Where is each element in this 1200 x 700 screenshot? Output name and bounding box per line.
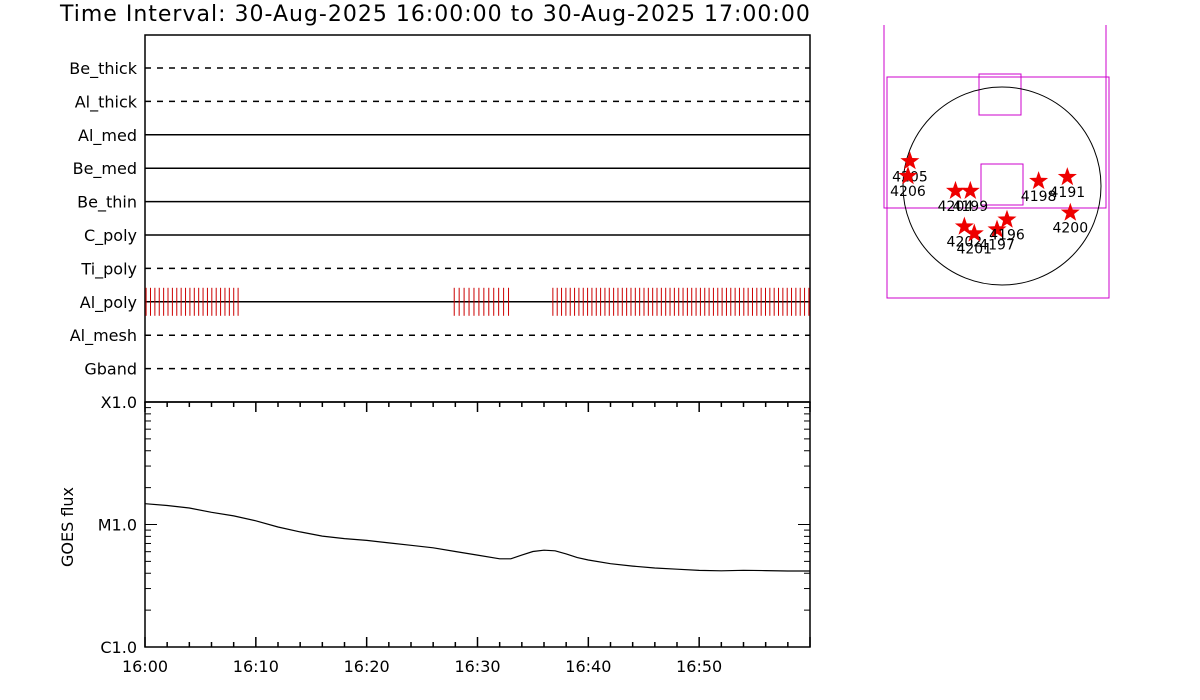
active-region-star-4201 (964, 223, 984, 242)
row-label-al-thick: Al_thick (75, 92, 138, 112)
active-region-label-4204: 4204 (938, 199, 974, 215)
fov-rectangle (886, 76, 1110, 299)
active-region-label-4191: 4191 (1050, 185, 1086, 201)
row-label-be-med: Be_med (73, 159, 137, 179)
row-label-al-mesh: Al_mesh (70, 326, 137, 346)
goes-frame (144, 401, 811, 648)
goes-x-tick-label: 16:20 (344, 657, 390, 676)
active-region-label-4199: 4199 (952, 199, 988, 215)
row-label-ti-poly: Ti_poly (80, 259, 137, 279)
active-region-star-4202 (954, 216, 974, 235)
row-label-c-poly: C_poly (84, 226, 137, 246)
active-region-label-4202: 4202 (947, 235, 983, 251)
active-region-star-4199 (960, 180, 980, 199)
goes-y-tick-label: M1.0 (98, 516, 137, 535)
goes-flux-panel: X1.0 M1.0 C1.016:00 16:10 16:20 16:30 16:40 16:… (58, 393, 811, 676)
active-region-star-4205 (900, 151, 920, 170)
active-region-star-4196 (997, 209, 1017, 228)
row-label-al-med: Al_med (78, 126, 137, 146)
goes-flux-line (144, 503, 810, 572)
filter-timeline-panel: Be_thick Al_thick Al_med Be_med Be_thin C_pol… (69, 34, 811, 403)
active-region-label-4200: 4200 (1052, 221, 1088, 237)
fov-rectangle (980, 163, 1024, 206)
active-region-star-4197 (987, 219, 1007, 238)
chart-title: Time Interval: 30-Aug-2025 16:00:00 to 3… (60, 2, 811, 27)
active-region-star-4206 (898, 166, 918, 185)
active-region-star-4191 (1057, 167, 1077, 186)
goes-x-tick-label: 16:10 (233, 657, 279, 676)
timeline-frame (144, 34, 811, 403)
row-label-be-thick: Be_thick (69, 59, 137, 79)
active-region-label-4198: 4198 (1021, 189, 1057, 205)
row-label-al-poly: Al_poly (80, 293, 137, 313)
goes-x-tick-label: 16:00 (122, 657, 168, 676)
active-region-label-4201: 4201 (956, 242, 992, 258)
goes-x-tick-label: 16:40 (565, 657, 611, 676)
goes-y-tick-label: C1.0 (100, 638, 137, 657)
active-region-label-4197: 4197 (979, 238, 1015, 254)
goes-x-tick-label: 16:50 (676, 657, 722, 676)
active-region-star-4204 (946, 180, 965, 199)
goes-y-axis-label: GOES flux (58, 487, 77, 567)
active-region-star-4200 (1060, 202, 1080, 221)
row-label-be-thin: Be_thin (77, 193, 137, 213)
solar-disk-panel: 4205420642044199419841914202420141974196… (883, 25, 1110, 299)
active-region-label-4196: 4196 (989, 228, 1025, 244)
active-region-label-4206: 4206 (890, 184, 926, 200)
row-label-gband: Gband (84, 360, 137, 379)
fov-rectangle (978, 73, 1022, 116)
active-region-star-4198 (1029, 171, 1049, 190)
goes-x-tick-label: 16:30 (454, 657, 500, 676)
fov-outline (883, 25, 1107, 209)
solar-disk (902, 86, 1102, 286)
goes-y-tick-label: X1.0 (101, 393, 137, 412)
